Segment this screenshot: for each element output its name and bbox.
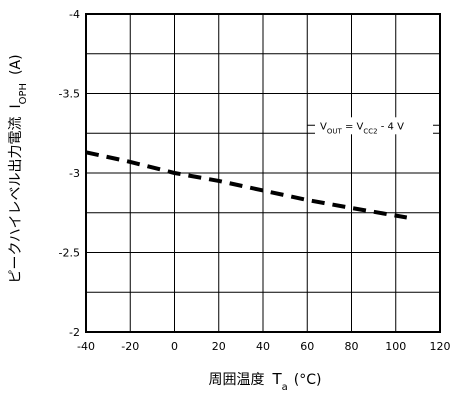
- x-tick-label: 120: [430, 340, 451, 353]
- x-tick-label: 60: [300, 340, 314, 353]
- y-tick-label: -2: [69, 326, 80, 339]
- x-tick-label: -20: [121, 340, 139, 353]
- annotation-text: VOUT = VCC2 - 4 V: [320, 121, 404, 135]
- y-axis-title: ピークハイレベル出力電流 IOPH (A): [8, 54, 29, 283]
- x-tick-label: 20: [212, 340, 226, 353]
- x-axis-unit: (°C): [294, 372, 322, 388]
- y-axis-symbol: I: [8, 104, 24, 108]
- annotation-v: V: [320, 121, 327, 132]
- y-axis-unit: (A): [8, 54, 24, 75]
- y-tick-label: -2.5: [59, 247, 80, 260]
- x-axis-title: 周囲温度 Ta (°C): [208, 370, 321, 393]
- x-tick-label: -40: [77, 340, 95, 353]
- plot-frame: [85, 13, 441, 333]
- y-tick-labels: -4 -3.5 -3 -2.5 -2: [59, 8, 80, 339]
- annotation-v-sub: OUT: [327, 127, 343, 135]
- series-group: [85, 150, 408, 220]
- x-tick-label: 0: [171, 340, 178, 353]
- annotation-eq: = V: [342, 121, 364, 132]
- y-tick-label: -3: [69, 167, 80, 180]
- annotation-tail: - 4 V: [378, 121, 405, 132]
- annotation-vcc-sub: CC2: [363, 127, 377, 135]
- x-tick-label: 100: [385, 340, 406, 353]
- y-axis-symbol-sub: OPH: [18, 83, 29, 104]
- y-tick-label: -4: [69, 8, 80, 21]
- x-tick-label: 80: [345, 340, 359, 353]
- x-tick-labels: -40 -20 0 20 40 60 80 100 120: [77, 340, 450, 353]
- y-axis-label: ピークハイレベル出力電流: [8, 117, 24, 284]
- y-tick-label: -3.5: [59, 88, 80, 101]
- series-line: [85, 150, 408, 220]
- x-axis-symbol: T: [271, 370, 282, 388]
- annotation: VOUT = VCC2 - 4 V: [307, 117, 440, 135]
- x-axis-label: 周囲温度: [208, 372, 264, 388]
- annotation-background: [315, 117, 433, 135]
- x-axis-symbol-sub: a: [282, 382, 288, 393]
- grid: [85, 13, 441, 333]
- x-tick-label: 40: [256, 340, 270, 353]
